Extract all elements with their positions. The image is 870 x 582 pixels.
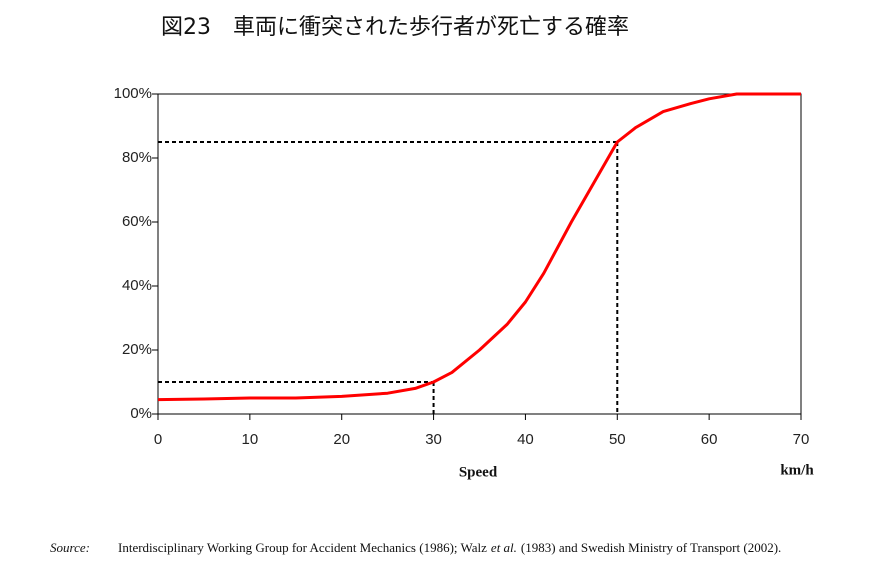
x-tick-label: 40 — [517, 431, 534, 448]
x-tick-label: 30 — [425, 431, 442, 448]
y-tick-label: 0% — [130, 405, 152, 422]
data-line — [157, 92, 801, 402]
y-tick-label: 100% — [114, 85, 152, 102]
x-tick-label: 0 — [154, 431, 162, 448]
x-tick-label: 60 — [701, 431, 718, 448]
source-note: Source: Interdisciplinary Working Group … — [50, 539, 862, 557]
chart: 図23 車両に衝突された歩行者が死亡する確率 Speed km/h 0% 20% 4… — [114, 15, 815, 480]
y-tick-label: 40% — [122, 277, 152, 294]
x-axis-unit: km/h — [780, 462, 814, 478]
source-label: Source: — [50, 540, 90, 555]
y-tick-label: 20% — [122, 341, 152, 358]
x-tick-label: 10 — [242, 431, 259, 448]
chart-title: 図23 車両に衝突された歩行者が死亡する確率 — [161, 15, 629, 40]
y-tick-label: 60% — [122, 213, 152, 230]
x-tick-label: 50 — [609, 431, 626, 448]
y-tick-label: 80% — [122, 149, 152, 166]
source-text: Interdisciplinary Working Group for Acci… — [118, 539, 862, 557]
source-part: (1983) and Swedish Ministry of Transport… — [520, 540, 782, 555]
x-tick-label: 20 — [333, 431, 350, 448]
source-part: Interdisciplinary Working Group for Acci… — [118, 540, 487, 555]
plot-frame — [157, 93, 802, 415]
source-part: et al. — [490, 540, 517, 555]
x-axis-label: Speed — [459, 464, 498, 480]
x-tick-label: 70 — [793, 431, 810, 448]
